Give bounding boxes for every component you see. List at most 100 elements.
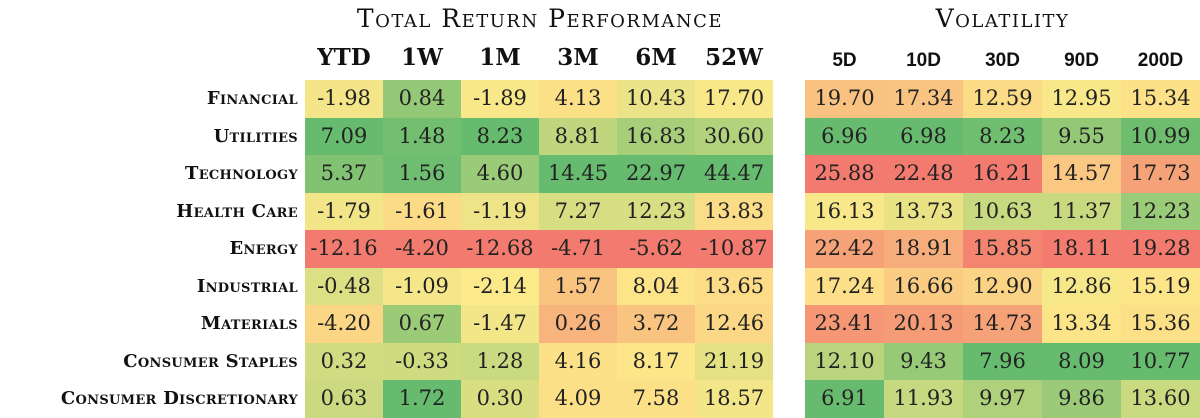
- return-value-cell: 44.47: [695, 155, 773, 193]
- return-value-cell: 21.19: [695, 342, 773, 381]
- return-value-cell: 7.58: [617, 380, 695, 418]
- return-value-cell: 5.37: [305, 155, 383, 193]
- volatility-value-cell: 17.34: [884, 80, 963, 118]
- return-value-cell: -1.89: [461, 80, 539, 118]
- return-value-cell: 4.60: [461, 155, 539, 193]
- row-label-consumer-staples: Consumer Staples: [123, 350, 298, 372]
- return-value-cell: 1.72: [383, 380, 461, 418]
- volatility-value-cell: 16.21: [963, 155, 1042, 193]
- return-value-cell: 1.57: [539, 267, 617, 306]
- return-value-cell: -1.09: [383, 267, 461, 306]
- volatility-value-cell: 11.37: [1042, 192, 1121, 231]
- return-value-cell: 10.43: [617, 80, 695, 118]
- volatility-value-cell: 16.13: [805, 192, 884, 231]
- return-value-cell: -2.14: [461, 267, 539, 306]
- return-col-header-ytd: YTD: [317, 44, 371, 71]
- volatility-value-cell: 12.95: [1042, 80, 1121, 118]
- return-value-cell: 4.13: [539, 80, 617, 118]
- return-value-cell: 12.23: [617, 192, 695, 231]
- row-label-consumer-discretionary: Consumer Discretionary: [60, 388, 298, 409]
- return-value-cell: 8.04: [617, 267, 695, 306]
- return-value-cell: 4.16: [539, 342, 617, 381]
- volatility-value-cell: 22.42: [805, 230, 884, 268]
- volatility-col-header-200d: 200D: [1137, 50, 1184, 71]
- volatility-value-cell: 13.73: [884, 192, 963, 231]
- volatility-value-cell: 23.41: [805, 305, 884, 343]
- return-value-cell: 16.83: [617, 117, 695, 156]
- volatility-value-cell: 10.99: [1121, 117, 1200, 156]
- volatility-value-cell: 12.23: [1121, 192, 1200, 231]
- return-value-cell: 1.56: [383, 155, 461, 193]
- volatility-value-cell: 17.73: [1121, 155, 1200, 193]
- return-value-cell: -1.19: [461, 192, 539, 231]
- return-value-cell: -0.33: [383, 342, 461, 381]
- volatility-value-cell: 12.86: [1042, 267, 1121, 306]
- return-value-cell: 12.46: [695, 305, 773, 343]
- volatility-value-cell: 9.86: [1042, 380, 1121, 418]
- return-value-cell: -5.62: [617, 230, 695, 268]
- volatility-value-cell: 7.96: [963, 342, 1042, 381]
- volatility-value-cell: 19.28: [1121, 230, 1200, 268]
- volatility-value-cell: 13.34: [1042, 305, 1121, 343]
- volatility-value-cell: 10.63: [963, 192, 1042, 231]
- volatility-value-cell: 9.43: [884, 342, 963, 381]
- row-label-industrial: Industrial: [196, 275, 298, 297]
- return-value-cell: 7.09: [305, 117, 383, 156]
- volatility-table-title: Volatility: [935, 4, 1070, 33]
- volatility-value-cell: 22.48: [884, 155, 963, 193]
- volatility-value-cell: 14.73: [963, 305, 1042, 343]
- return-value-cell: -12.68: [461, 230, 539, 268]
- return-value-cell: 18.57: [695, 380, 773, 418]
- volatility-value-cell: 8.23: [963, 117, 1042, 156]
- volatility-value-cell: 20.13: [884, 305, 963, 343]
- return-value-cell: 13.65: [695, 267, 773, 306]
- volatility-value-cell: 19.70: [805, 80, 884, 118]
- volatility-value-cell: 18.91: [884, 230, 963, 268]
- volatility-value-cell: 18.11: [1042, 230, 1121, 268]
- row-label-utilities: Utilities: [213, 125, 298, 147]
- row-label-energy: Energy: [229, 238, 298, 259]
- return-col-header-1w: 1W: [401, 44, 443, 71]
- return-col-header-1m: 1M: [479, 44, 521, 71]
- volatility-value-cell: 6.96: [805, 117, 884, 156]
- volatility-value-cell: 12.10: [805, 342, 884, 381]
- return-value-cell: 1.48: [383, 117, 461, 156]
- volatility-col-header-90d: 90D: [1064, 50, 1099, 71]
- return-value-cell: 14.45: [539, 155, 617, 193]
- volatility-value-cell: 8.09: [1042, 342, 1121, 381]
- return-table-title: Total Return Performance: [356, 4, 724, 33]
- volatility-value-cell: 6.91: [805, 380, 884, 418]
- row-label-financial: Financial: [206, 88, 298, 109]
- return-value-cell: 0.32: [305, 342, 383, 381]
- volatility-value-cell: 6.98: [884, 117, 963, 156]
- return-value-cell: -1.79: [305, 192, 383, 231]
- return-value-cell: -0.48: [305, 267, 383, 306]
- volatility-value-cell: 16.66: [884, 267, 963, 306]
- volatility-value-cell: 9.97: [963, 380, 1042, 418]
- volatility-value-cell: 12.59: [963, 80, 1042, 118]
- volatility-value-cell: 10.77: [1121, 342, 1200, 381]
- volatility-value-cell: 9.55: [1042, 117, 1121, 156]
- volatility-value-cell: 15.85: [963, 230, 1042, 268]
- volatility-value-cell: 15.19: [1121, 267, 1200, 306]
- return-value-cell: 8.17: [617, 342, 695, 381]
- return-value-cell: 30.60: [695, 117, 773, 156]
- return-value-cell: 8.23: [461, 117, 539, 156]
- return-value-cell: -1.98: [305, 80, 383, 118]
- volatility-value-cell: 12.90: [963, 267, 1042, 306]
- return-value-cell: 0.26: [539, 305, 617, 343]
- return-value-cell: -10.87: [695, 230, 773, 268]
- row-label-health-care: Health Care: [176, 200, 298, 222]
- return-value-cell: 8.81: [539, 117, 617, 156]
- volatility-value-cell: 25.88: [805, 155, 884, 193]
- volatility-value-cell: 15.36: [1121, 305, 1200, 343]
- return-value-cell: 22.97: [617, 155, 695, 193]
- return-value-cell: 0.67: [383, 305, 461, 343]
- return-value-cell: -1.61: [383, 192, 461, 231]
- volatility-col-header-5d: 5D: [832, 50, 857, 71]
- return-value-cell: -12.16: [305, 230, 383, 268]
- volatility-col-header-10d: 10D: [906, 50, 941, 71]
- volatility-col-header-30d: 30D: [985, 50, 1020, 71]
- return-value-cell: -4.20: [383, 230, 461, 268]
- return-col-header-52w: 52W: [705, 44, 763, 71]
